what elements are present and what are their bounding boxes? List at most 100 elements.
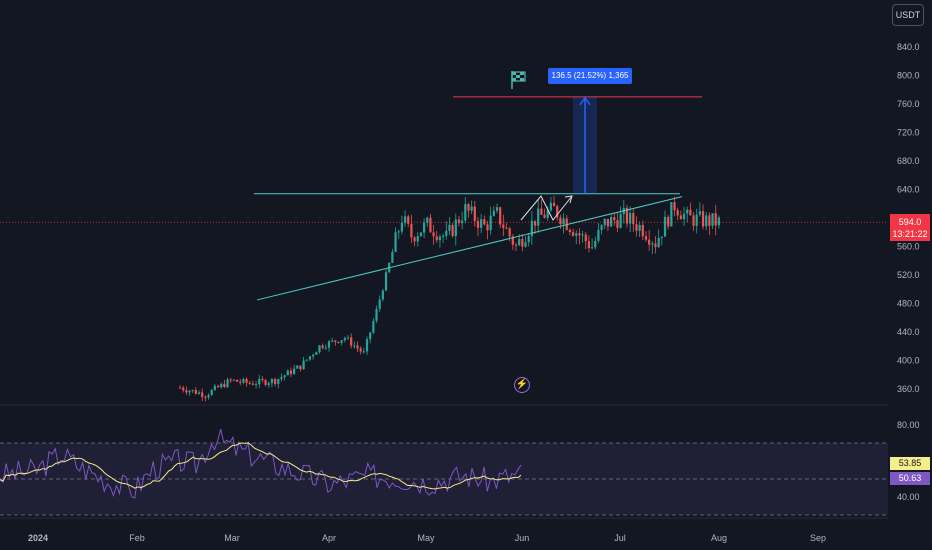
candle-body	[708, 215, 711, 226]
candle-body	[429, 217, 432, 233]
candle-body	[581, 234, 584, 236]
candle-body	[502, 224, 505, 228]
candle-body	[210, 389, 213, 396]
candle-body	[686, 209, 689, 214]
price-tick-label: 760.0	[897, 99, 920, 109]
rsi-tick-label: 40.00	[897, 492, 920, 502]
candle-body	[289, 370, 293, 375]
candle-body	[584, 234, 587, 242]
candle-body	[457, 219, 461, 224]
price-tick-label: 840.0	[897, 42, 920, 52]
candle-body	[603, 218, 606, 226]
candle-body	[226, 379, 229, 388]
price-tick-label: 640.0	[897, 185, 920, 195]
countdown-value: 13:21:22	[892, 229, 928, 239]
candle-body	[277, 379, 280, 384]
candle-body	[638, 224, 641, 231]
candle-body	[692, 215, 695, 226]
candle-body	[670, 202, 673, 227]
candle-body	[578, 233, 581, 236]
candle-body	[714, 213, 717, 226]
time-tick-label: Feb	[129, 533, 145, 543]
currency-button[interactable]: USDT	[892, 4, 924, 26]
candle-body	[667, 216, 670, 227]
candle-body	[571, 232, 575, 236]
candle-body	[182, 387, 185, 391]
candle-body	[717, 217, 720, 226]
candle-body	[397, 231, 400, 233]
candle-body	[635, 224, 638, 231]
candle-body	[248, 382, 251, 384]
candle-body	[676, 210, 679, 216]
time-tick-label: Apr	[322, 533, 336, 543]
candle-body	[435, 236, 438, 241]
candle-body	[413, 237, 416, 242]
candle-body	[552, 202, 556, 207]
candle-body	[235, 379, 239, 382]
candle-body	[533, 220, 537, 226]
price-tick-label: 560.0	[897, 242, 920, 252]
candle-body	[511, 236, 514, 245]
candle-body	[197, 392, 201, 394]
candle-body	[610, 217, 613, 227]
candle-body	[641, 224, 644, 237]
candle-body	[451, 224, 454, 237]
candle-body	[540, 208, 543, 215]
candle-body	[492, 210, 495, 216]
time-tick-label: 2024	[28, 533, 48, 543]
candle-body	[213, 385, 216, 390]
candle-body	[369, 332, 372, 340]
rsi-ma-line	[0, 442, 522, 490]
candle-body	[331, 340, 334, 342]
candle-body	[559, 217, 562, 225]
candle-body	[432, 232, 435, 237]
candle-body	[343, 338, 346, 341]
candle-body	[524, 242, 527, 247]
flash-icon[interactable]: ⚡	[514, 377, 530, 393]
candle-body	[264, 380, 267, 385]
candle-body	[188, 390, 191, 393]
flag-icon[interactable]	[510, 70, 528, 90]
candle-body	[334, 340, 337, 342]
candle-body	[254, 384, 258, 386]
price-tick-label: 520.0	[897, 270, 920, 280]
candle-body	[575, 233, 578, 236]
candle-body	[274, 379, 277, 384]
candle-body	[695, 214, 698, 226]
candle-body	[229, 379, 232, 381]
candle-body	[705, 215, 708, 227]
candle-body	[407, 216, 410, 224]
price-tick-label: 400.0	[897, 356, 920, 366]
candle-body	[191, 390, 194, 392]
projection-path	[520, 195, 573, 221]
measure-label[interactable]: 136.5 (21.52%) 1,365	[548, 68, 632, 84]
candle-body	[470, 206, 473, 211]
candle-body	[682, 213, 686, 220]
candle-body	[606, 218, 610, 227]
candle-body	[644, 236, 648, 240]
candle-body	[521, 239, 524, 247]
candle-body	[594, 240, 597, 248]
candle-body	[201, 392, 204, 398]
candle-body	[426, 217, 429, 223]
candle-body	[499, 207, 502, 225]
candle-body	[286, 370, 289, 376]
candle-body	[556, 206, 559, 218]
candle-body	[378, 299, 381, 309]
candle-body	[651, 243, 654, 245]
candle-body	[302, 360, 305, 370]
candle-body	[527, 236, 530, 243]
candle-body	[381, 290, 384, 300]
candle-body	[689, 209, 692, 216]
rsi-ma-tag: 53.85	[890, 457, 930, 470]
price-tick-label: 480.0	[897, 299, 920, 309]
candle-body	[679, 215, 682, 220]
candle-body	[438, 236, 442, 241]
time-tick-label: Aug	[711, 533, 727, 543]
time-axis[interactable]: 2024 Feb Mar Apr May Jun Jul Aug Sep	[0, 517, 888, 543]
candle-body	[359, 348, 362, 352]
candle-body	[619, 214, 622, 228]
time-tick-label: Mar	[224, 533, 240, 543]
candle-body	[632, 213, 635, 225]
